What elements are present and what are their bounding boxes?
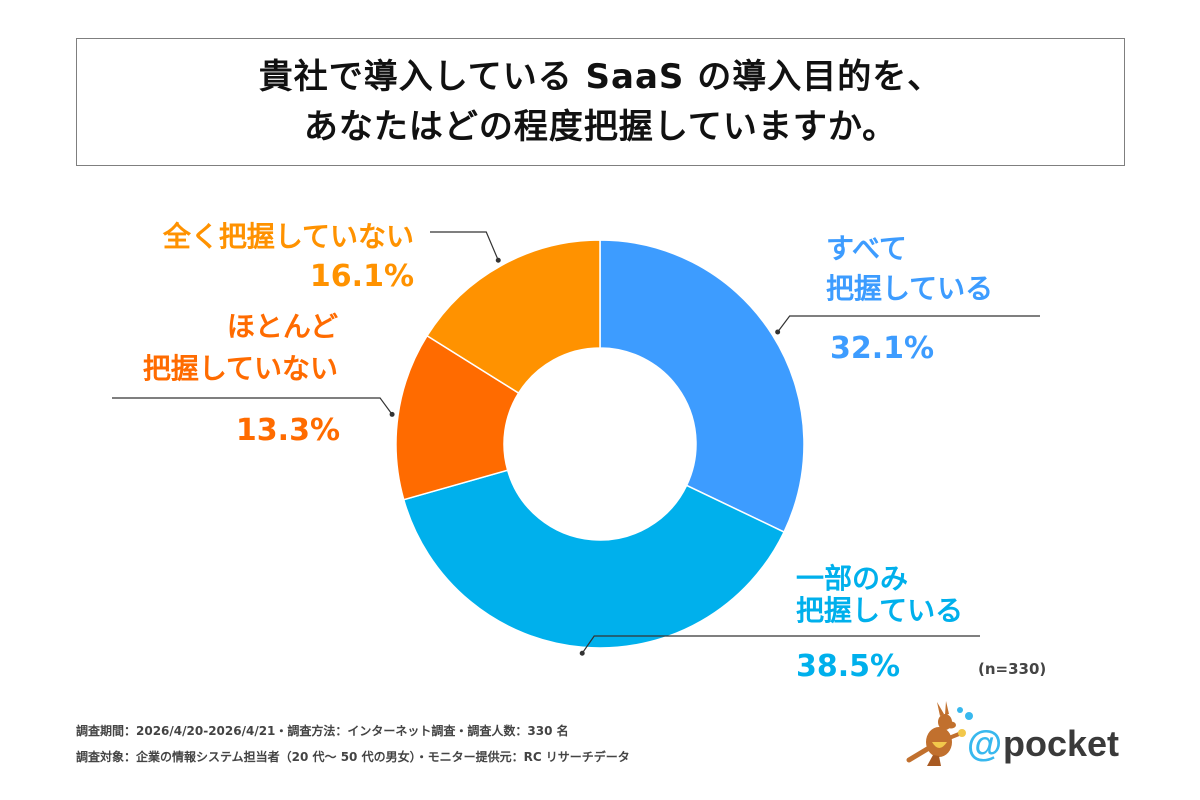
- slice-label-2-line-2: 把握している: [796, 594, 963, 627]
- leader-dot-3: [389, 411, 395, 417]
- logo-at-sign: @: [967, 723, 1002, 764]
- slice-label-1-line-1: すべて: [826, 232, 907, 265]
- slice-percent-3: 13.3%: [236, 413, 340, 448]
- leader-line-2: [581, 635, 980, 654]
- slice-percent-4: 16.1%: [310, 259, 414, 294]
- leader-dot-4: [495, 257, 501, 263]
- slice-label-3-line-1: ほとんど: [227, 310, 338, 343]
- slice-label-3-line-2: 把握していない: [143, 352, 338, 385]
- title-box: 貴社で導入している SaaS の導入目的を、 あなたはどの程度把握していますか。: [76, 38, 1125, 166]
- sample-size-label: (n=330): [978, 660, 1047, 678]
- logo-dots: [957, 707, 973, 720]
- leader-line-1: [777, 315, 1040, 333]
- chart-title-line-2: あなたはどの程度把握していますか。: [303, 107, 898, 147]
- leader-line-3: [112, 397, 393, 415]
- donut-slice-3: [395, 334, 520, 501]
- survey-target-note: 調査対象：企業の情報システム担当者（20 代〜 50 代の男女）・モニター提供元…: [76, 750, 630, 764]
- kangaroo-icon: [906, 701, 966, 766]
- survey-period-note: 調査期間：2026/4/20-2026/4/21・調査方法：インターネット調査・…: [76, 724, 569, 738]
- logo-text: pocket: [1003, 723, 1119, 764]
- slice-label-2-line-1: 一部のみ: [796, 562, 908, 595]
- donut-slice-4: [426, 239, 601, 395]
- leader-dot-1: [775, 329, 781, 335]
- chart-title-line-1: 貴社で導入している SaaS の導入目的を、: [258, 57, 943, 97]
- donut-slice-2: [402, 469, 786, 649]
- leader-dot-2: [579, 650, 585, 656]
- slice-percent-1: 32.1%: [830, 331, 934, 366]
- donut-slice-1: [599, 239, 805, 534]
- slice-label-1-line-2: 把握している: [826, 272, 993, 305]
- slice-percent-2: 38.5%: [796, 649, 900, 684]
- pocket-logo: @ pocket: [906, 701, 1119, 766]
- leader-line-4: [430, 231, 499, 261]
- slice-label-4-line-1: 全く把握していない: [162, 220, 414, 253]
